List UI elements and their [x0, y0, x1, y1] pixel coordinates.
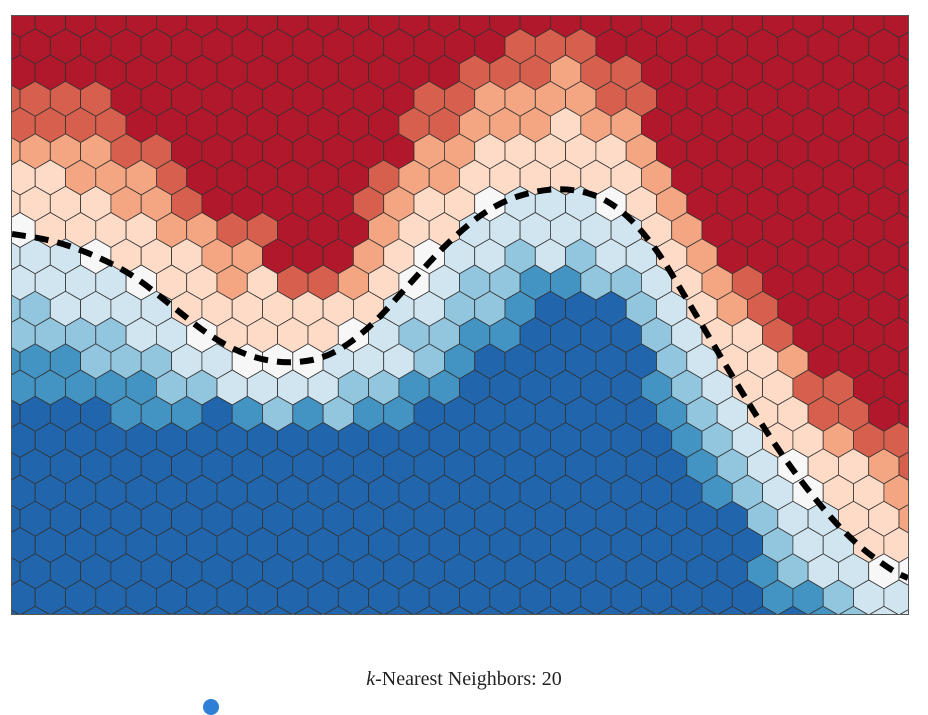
hex-cell — [354, 605, 383, 614]
hex-cell — [687, 605, 717, 614]
decision-boundary — [12, 186, 908, 581]
hex-cell — [898, 31, 908, 61]
hex-cell — [293, 605, 323, 614]
hex-cell — [809, 605, 838, 614]
hex-cells — [12, 16, 908, 614]
hex-cell — [898, 136, 908, 166]
hex-cell — [12, 609, 20, 614]
k-value: 20 — [541, 668, 562, 690]
hex-cell — [718, 605, 747, 614]
hex-cell — [899, 609, 908, 614]
hex-cell — [627, 605, 656, 614]
plot-caption: k-Nearest Neighbors: 20 — [0, 668, 928, 691]
hex-cell — [414, 605, 444, 614]
hex-cell — [898, 294, 908, 324]
hex-grid-chart — [12, 16, 908, 614]
hex-cell — [111, 605, 141, 614]
hex-cell — [898, 84, 908, 114]
hex-cell — [657, 605, 686, 614]
hex-cell — [898, 504, 908, 534]
hex-cell — [566, 605, 595, 614]
k-symbol: k — [366, 668, 376, 690]
hex-cell — [898, 346, 908, 376]
hex-cell — [883, 579, 908, 614]
caption-label: -Nearest Neighbors: — [375, 668, 542, 690]
hex-cell — [536, 605, 565, 614]
hex-cell — [475, 605, 505, 614]
hex-cell — [505, 605, 535, 614]
hex-cell — [445, 605, 474, 614]
hex-cell — [324, 605, 353, 614]
hex-cell — [142, 605, 171, 614]
hex-cell — [596, 605, 626, 614]
hex-cell — [869, 605, 899, 614]
hex-cell — [172, 605, 201, 614]
hex-cell — [233, 605, 262, 614]
hex-cell — [384, 605, 414, 614]
hex-cell — [778, 605, 808, 614]
hex-cell — [202, 605, 232, 614]
hex-cell — [51, 605, 80, 614]
k-slider-handle[interactable] — [203, 699, 219, 715]
hex-cell — [898, 241, 908, 271]
hex-cell — [898, 399, 908, 429]
hex-cell — [748, 605, 777, 614]
hex-cell — [263, 605, 292, 614]
knn-plot — [11, 15, 909, 615]
hex-cell — [81, 605, 110, 614]
hex-cell — [20, 605, 50, 614]
hex-cell — [839, 605, 868, 614]
hex-cell — [898, 451, 908, 481]
hex-cell — [898, 189, 908, 219]
